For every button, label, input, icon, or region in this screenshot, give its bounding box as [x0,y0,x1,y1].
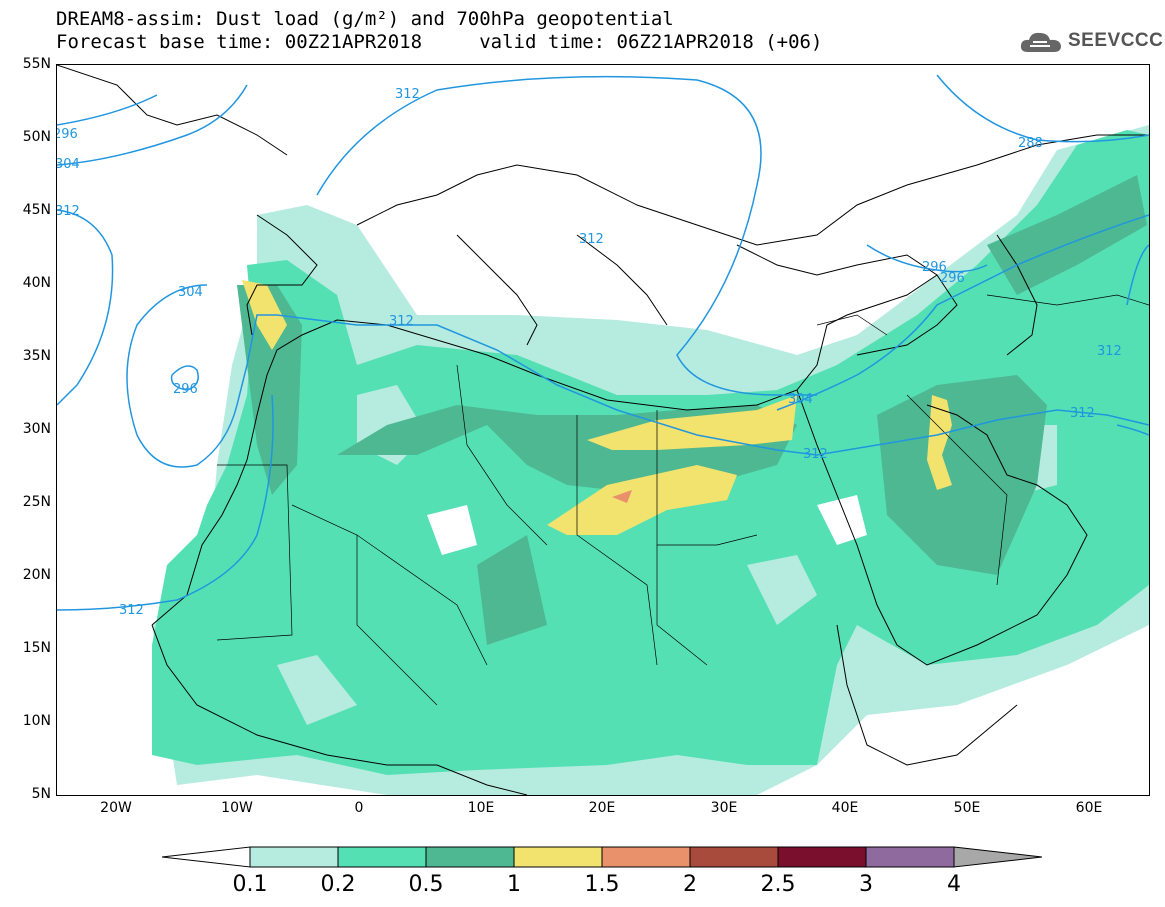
lon-label: 60E [1075,800,1103,816]
cloud-icon [1020,32,1061,52]
lat-label: 40N [22,275,51,291]
colorbar-under-arrow [162,846,251,868]
colorbar-box [689,846,779,868]
lon-label: 50E [953,800,981,816]
colorbar-label: 0.5 [408,872,444,897]
dust-peak-layer [612,490,632,503]
contour-label: 312 [803,447,828,462]
contour-label: 312 [1070,406,1095,421]
lon-label: 20W [100,800,132,816]
contour-label: 312 [1097,344,1122,359]
country-borders [216,294,1149,706]
lat-label: 5N [31,786,51,802]
colorbar-label: 1 [507,872,521,897]
contour-label: 312 [579,232,604,247]
colorbar-box [777,846,867,868]
contour-label: 312 [389,314,414,329]
colorbar-box [601,846,691,868]
lat-label: 30N [22,421,51,437]
lat-label: 55N [22,56,51,72]
contour-label: 296 [57,127,78,142]
contour-labels: 312 296 304 312 312 304 296 312 304 296 … [57,87,1122,618]
colorbar-box [425,846,515,868]
colorbar-box [337,846,427,868]
lon-label: 20E [588,800,616,816]
lon-label: 10E [467,800,495,816]
coastlines [57,65,1149,795]
lat-label: 10N [22,713,51,729]
contour-label: 304 [178,285,203,300]
colorbar-box [865,846,955,868]
colorbar-boxes [249,846,955,868]
lon-label: 0 [354,800,364,816]
lon-label: 30E [710,800,738,816]
contour-label: 288 [1018,136,1043,151]
geopotential-contours [57,74,1149,611]
colorbar [162,846,1042,868]
colorbar-box [513,846,603,868]
lat-label: 15N [22,640,51,656]
contour-label: 312 [57,204,80,219]
lat-label: 45N [22,202,51,218]
colorbar-label: 1.5 [584,872,620,897]
colorbar-label: 3 [859,872,873,897]
lon-label: 10W [221,800,253,816]
lat-label: 35N [22,348,51,364]
contour-label: 296 [940,271,965,286]
colorbar-label: 0.1 [232,872,268,897]
seevccc-logo: SEEVCCC [1018,24,1163,58]
lat-label: 20N [22,567,51,583]
contour-label: 312 [119,603,144,618]
chart-title: DREAM8-assim: Dust load (g/m²) and 700hP… [56,8,822,54]
contour-label: 296 [922,260,947,275]
title-line-1: DREAM8-assim: Dust load (g/m²) and 700hP… [56,8,674,30]
map-frame: 312 296 304 312 312 304 296 312 304 296 … [56,64,1150,796]
colorbar-label: 2 [683,872,697,897]
contour-label: 304 [57,157,80,172]
logo-text: SEEVCCC [1068,30,1164,51]
colorbar-label: 0.2 [320,872,356,897]
lon-label: 40E [831,800,859,816]
dust-high-layer [242,280,952,535]
clear-sky-layer [427,495,867,555]
colorbar-over-arrow [953,846,1042,868]
title-line-2: Forecast base time: 00Z21APR2018 valid t… [56,31,823,53]
contour-label: 312 [395,87,420,102]
lat-label: 25N [22,494,51,510]
dust-map: 312 296 304 312 312 304 296 312 304 296 … [57,65,1149,795]
colorbar-label: 4 [947,872,961,897]
contour-label: 296 [173,382,198,397]
colorbar-box [249,846,339,868]
colorbar-label: 2.5 [760,872,796,897]
lat-label: 50N [22,129,51,145]
contour-label: 304 [788,392,813,407]
